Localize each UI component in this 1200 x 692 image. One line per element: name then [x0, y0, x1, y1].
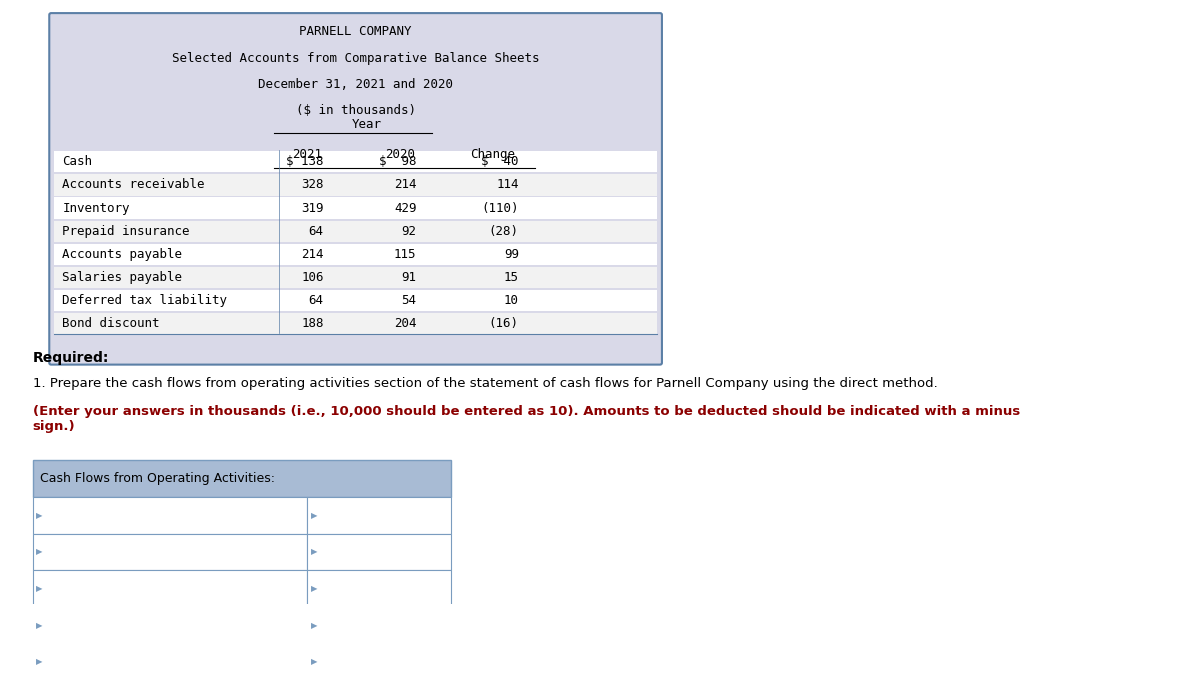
Text: Salaries payable: Salaries payable — [62, 271, 182, 284]
Text: Cash: Cash — [62, 155, 92, 168]
Bar — [307, 534, 451, 570]
Text: (110): (110) — [481, 201, 518, 215]
Text: (28): (28) — [488, 225, 518, 238]
Text: 92: 92 — [402, 225, 416, 238]
Bar — [32, 607, 307, 644]
Text: 99: 99 — [504, 248, 518, 261]
Text: 64: 64 — [308, 294, 324, 307]
Text: 1. Prepare the cash flows from operating activities section of the statement of : 1. Prepare the cash flows from operating… — [32, 377, 937, 390]
Text: 2020: 2020 — [385, 147, 415, 161]
Bar — [54, 174, 658, 196]
Text: ▶: ▶ — [36, 657, 43, 666]
Text: 429: 429 — [394, 201, 416, 215]
Text: Bond discount: Bond discount — [62, 318, 160, 330]
Bar — [307, 607, 451, 644]
Text: Inventory: Inventory — [62, 201, 130, 215]
Text: 115: 115 — [394, 248, 416, 261]
Text: Selected Accounts from Comparative Balance Sheets: Selected Accounts from Comparative Balan… — [172, 51, 539, 64]
Text: $ 138: $ 138 — [286, 155, 324, 168]
Bar — [307, 680, 451, 692]
Text: 91: 91 — [402, 271, 416, 284]
Text: December 31, 2021 and 2020: December 31, 2021 and 2020 — [258, 78, 454, 91]
Bar — [54, 221, 658, 242]
Bar — [54, 267, 658, 288]
Text: Year: Year — [353, 118, 383, 131]
Text: 214: 214 — [394, 179, 416, 192]
Text: Required:: Required: — [32, 351, 109, 365]
Text: 10: 10 — [504, 294, 518, 307]
Text: ▶: ▶ — [36, 584, 43, 593]
Bar — [32, 460, 451, 497]
Text: 114: 114 — [497, 179, 518, 192]
Text: 319: 319 — [301, 201, 324, 215]
Text: 64: 64 — [308, 225, 324, 238]
Text: Deferred tax liability: Deferred tax liability — [62, 294, 227, 307]
Bar — [32, 497, 307, 534]
Text: PARNELL COMPANY: PARNELL COMPANY — [299, 26, 412, 38]
Text: ▶: ▶ — [311, 657, 317, 666]
FancyBboxPatch shape — [49, 13, 662, 365]
Text: $  40: $ 40 — [481, 155, 518, 168]
Bar — [54, 313, 658, 334]
Text: ▶: ▶ — [311, 621, 317, 630]
Text: ▶: ▶ — [311, 547, 317, 556]
Text: (16): (16) — [488, 318, 518, 330]
Bar — [307, 570, 451, 607]
Text: Change: Change — [470, 147, 515, 161]
Text: ▶: ▶ — [311, 584, 317, 593]
Text: 54: 54 — [402, 294, 416, 307]
Text: ▶: ▶ — [36, 547, 43, 556]
Text: ▶: ▶ — [36, 621, 43, 630]
Text: 106: 106 — [301, 271, 324, 284]
Text: (Enter your answers in thousands (i.e., 10,000 should be entered as 10). Amounts: (Enter your answers in thousands (i.e., … — [32, 406, 1020, 433]
Bar — [32, 534, 307, 570]
Text: Accounts payable: Accounts payable — [62, 248, 182, 261]
Bar — [54, 244, 658, 265]
Text: Prepaid insurance: Prepaid insurance — [62, 225, 190, 238]
Text: $  98: $ 98 — [379, 155, 416, 168]
Bar — [54, 197, 658, 219]
Text: 204: 204 — [394, 318, 416, 330]
Text: 188: 188 — [301, 318, 324, 330]
Text: 328: 328 — [301, 179, 324, 192]
Text: Accounts receivable: Accounts receivable — [62, 179, 205, 192]
Text: ($ in thousands): ($ in thousands) — [295, 104, 415, 117]
Bar — [32, 680, 307, 692]
Bar — [307, 644, 451, 680]
Text: ▶: ▶ — [311, 511, 317, 520]
Bar — [54, 290, 658, 311]
Bar — [307, 497, 451, 534]
Text: 214: 214 — [301, 248, 324, 261]
Bar — [32, 570, 307, 607]
Text: ▶: ▶ — [36, 511, 43, 520]
Text: Cash Flows from Operating Activities:: Cash Flows from Operating Activities: — [40, 472, 275, 485]
Bar — [32, 644, 307, 680]
Bar — [54, 151, 658, 172]
Text: 2021: 2021 — [292, 147, 322, 161]
Text: 15: 15 — [504, 271, 518, 284]
